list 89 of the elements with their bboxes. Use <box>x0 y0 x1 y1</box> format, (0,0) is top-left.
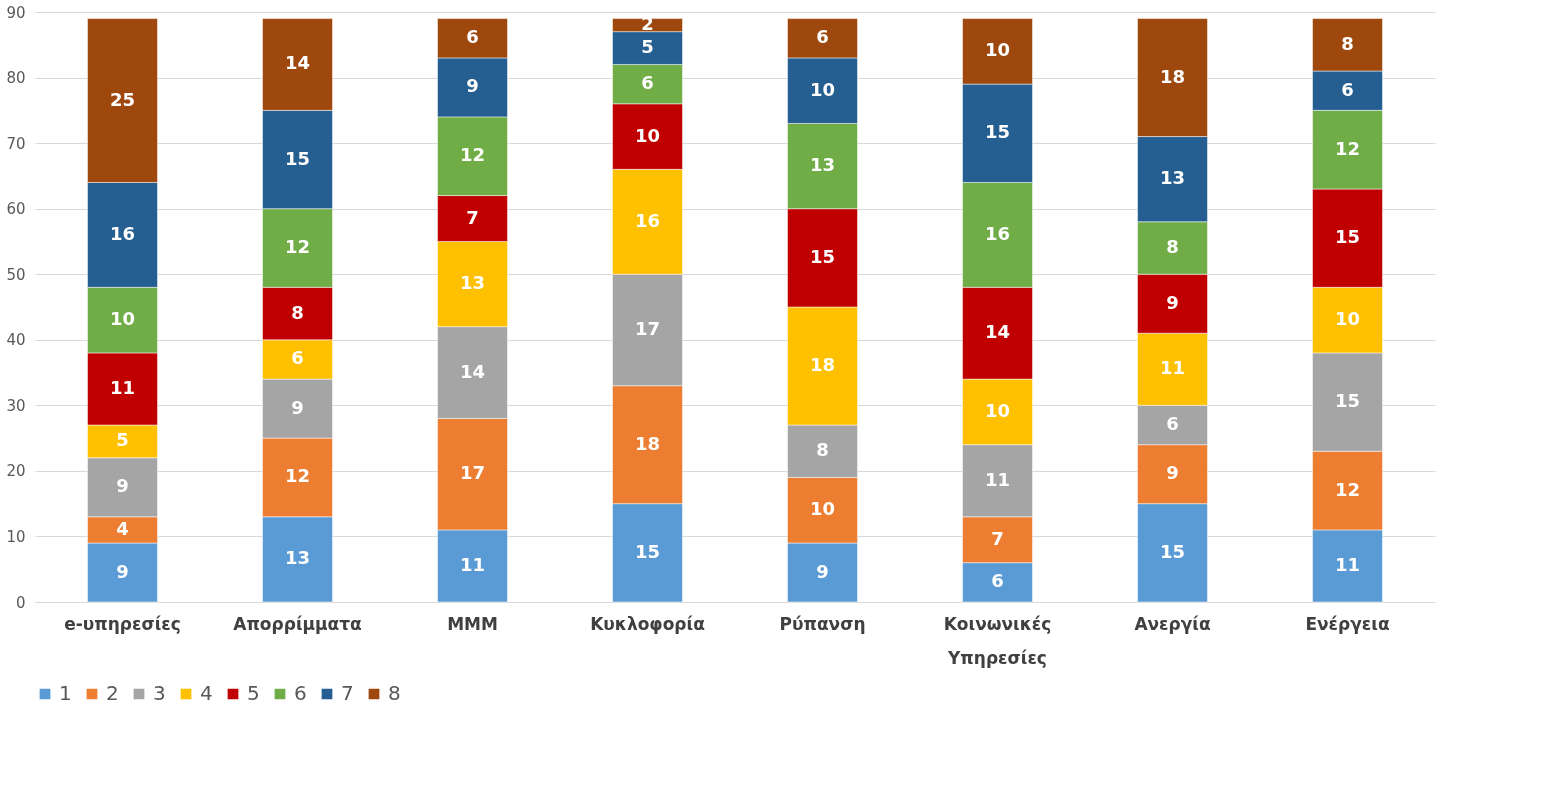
data-label: 15 <box>809 245 836 267</box>
data-label: 14 <box>984 321 1011 343</box>
legend-label: 8 <box>388 681 401 705</box>
data-label: 4 <box>116 517 129 539</box>
legend-label: 3 <box>153 681 166 705</box>
data-label: 15 <box>1334 390 1361 412</box>
x-tick-label: e-υπηρεσίες <box>64 613 181 634</box>
x-tick-label: Κυκλοφορία <box>590 613 705 634</box>
data-label: 9 <box>816 560 829 582</box>
data-label: 6 <box>291 347 304 369</box>
y-tick-label: 30 <box>6 396 26 415</box>
y-tick-label: 50 <box>6 265 26 284</box>
legend-label: 6 <box>294 681 307 705</box>
data-label: 8 <box>291 301 304 323</box>
data-label: 8 <box>1166 236 1179 257</box>
data-label: 15 <box>634 540 661 562</box>
data-label: 12 <box>284 465 311 487</box>
data-label: 16 <box>984 222 1011 244</box>
data-label: 10 <box>109 308 136 330</box>
data-label: 9 <box>116 475 129 497</box>
data-label: 25 <box>109 88 136 110</box>
data-label: 11 <box>109 376 136 398</box>
data-label: 10 <box>1334 308 1361 330</box>
data-label: 10 <box>984 39 1011 61</box>
data-label: 15 <box>1159 540 1186 562</box>
data-label: 11 <box>1159 357 1186 379</box>
data-label: 12 <box>1334 478 1361 500</box>
data-label: 17 <box>459 462 486 484</box>
x-tick-label: Κοινωνικές Υπηρεσίες <box>943 613 1052 668</box>
data-label: 9 <box>1166 291 1179 313</box>
data-label: 15 <box>984 121 1011 143</box>
data-label: 5 <box>116 429 129 451</box>
data-label: 14 <box>459 360 486 382</box>
y-tick-label: 90 <box>6 3 26 22</box>
data-label: 18 <box>809 354 836 375</box>
data-label: 10 <box>809 498 836 520</box>
data-label: 17 <box>634 317 661 339</box>
data-label: 6 <box>1166 413 1179 434</box>
data-label: 18 <box>634 432 661 454</box>
data-label: 10 <box>809 78 836 100</box>
x-tick-label: Ανεργία <box>1134 613 1211 634</box>
data-label: 6 <box>641 72 654 94</box>
y-tick-label: 0 <box>15 593 26 612</box>
data-label: 12 <box>284 236 311 257</box>
data-label: 9 <box>291 396 304 418</box>
data-label: 6 <box>1341 78 1354 100</box>
legend-label: 7 <box>341 681 354 705</box>
data-label: 6 <box>466 26 479 48</box>
y-tick-label: 40 <box>6 331 26 350</box>
data-label: 12 <box>459 144 486 166</box>
data-label: 6 <box>816 26 829 48</box>
x-tick-label: Ρύπανση <box>779 613 866 634</box>
data-label: 7 <box>466 206 479 228</box>
data-label: 9 <box>116 560 129 582</box>
data-label: 13 <box>1159 167 1186 189</box>
data-label: 11 <box>984 468 1011 490</box>
data-label: 12 <box>1334 137 1361 159</box>
data-label: 9 <box>466 75 479 97</box>
data-label: 10 <box>634 124 661 146</box>
data-label: 13 <box>809 154 836 176</box>
data-label: 11 <box>1334 553 1361 575</box>
legend-label: 1 <box>59 681 72 705</box>
x-tick-label: ΜΜΜ <box>447 613 498 634</box>
data-label: 15 <box>284 147 311 169</box>
data-label: 9 <box>1166 462 1179 484</box>
data-label: 6 <box>991 570 1004 592</box>
data-label: 10 <box>984 399 1011 421</box>
data-label: 18 <box>1159 65 1186 87</box>
legend-label: 4 <box>200 681 213 705</box>
y-tick-label: 20 <box>6 462 26 481</box>
data-label: 5 <box>641 36 654 58</box>
data-label: 16 <box>109 222 136 244</box>
legend-label: 5 <box>247 681 260 705</box>
y-tick-label: 10 <box>6 527 26 546</box>
x-tick-label: Ενέργεια <box>1305 613 1390 634</box>
x-tick-label: Απορρίμματα <box>233 613 362 634</box>
y-tick-label: 70 <box>6 134 26 153</box>
data-label: 11 <box>459 553 486 575</box>
data-label: 7 <box>991 527 1004 549</box>
data-label: 8 <box>1341 32 1354 54</box>
data-label: 13 <box>284 547 311 569</box>
y-tick-label: 80 <box>6 69 26 88</box>
data-label: 13 <box>459 272 486 294</box>
data-label: 8 <box>816 439 829 461</box>
data-label: 16 <box>634 209 661 231</box>
y-tick-label: 60 <box>6 200 26 219</box>
legend-label: 2 <box>106 681 119 705</box>
data-label: 14 <box>284 52 311 74</box>
data-label: 15 <box>1334 226 1361 248</box>
